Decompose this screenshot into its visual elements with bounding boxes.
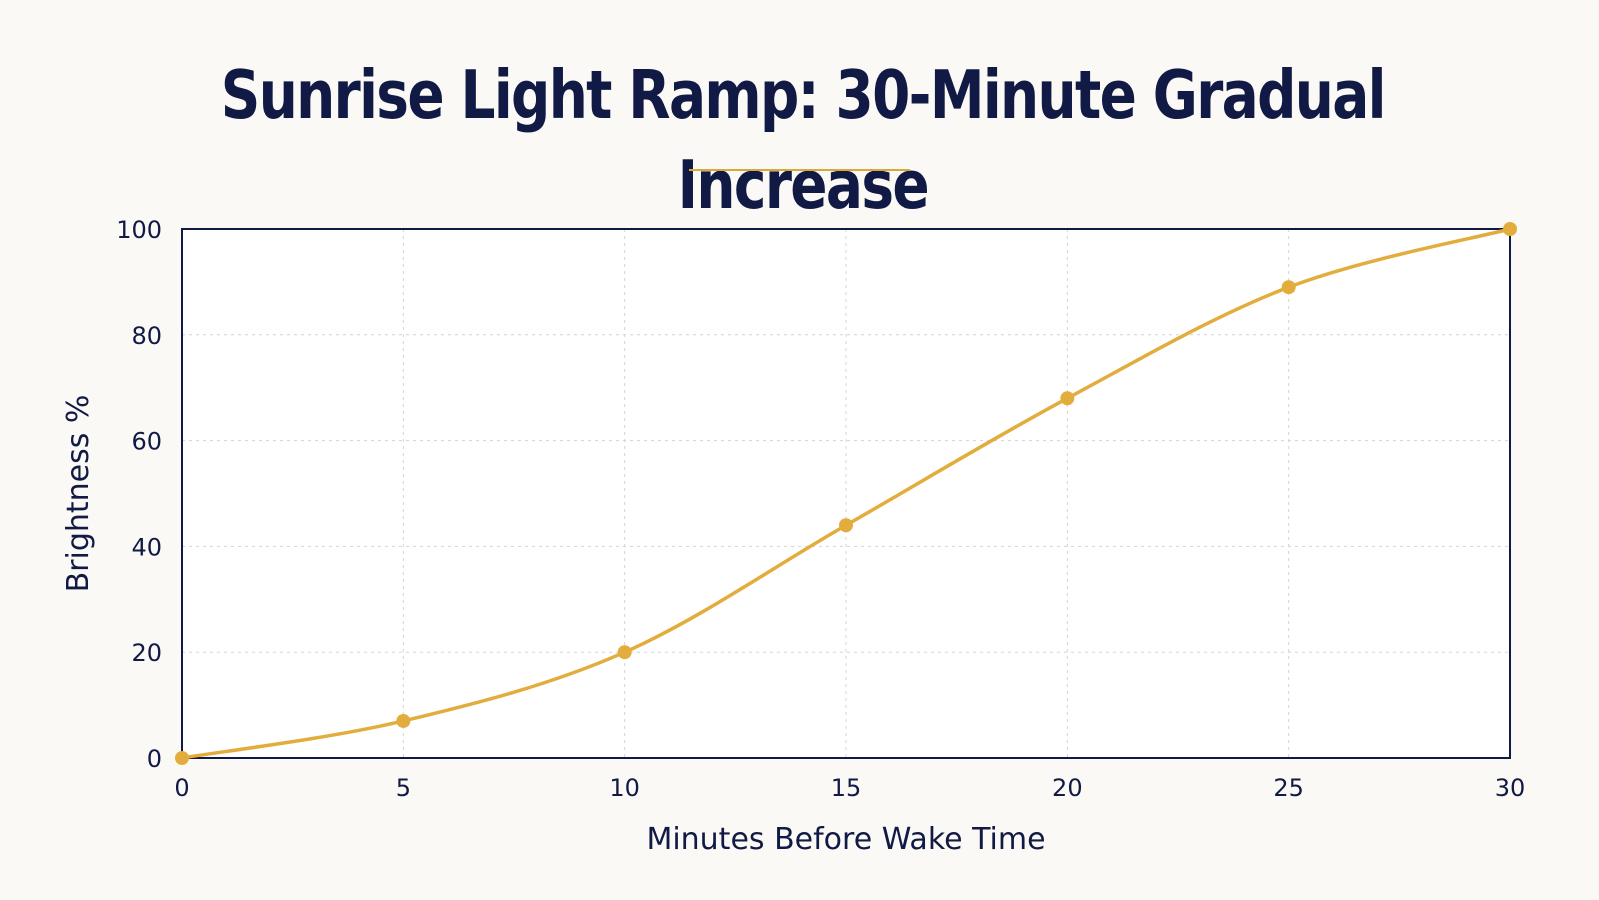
y-tick-label: 60 xyxy=(131,428,162,456)
plot-frame xyxy=(181,228,1511,759)
data-point xyxy=(1281,280,1296,295)
x-tick-labels: 0 5 10 15 20 25 30 xyxy=(174,774,1525,802)
series-points xyxy=(175,222,1517,765)
data-point xyxy=(617,645,632,660)
x-tick-label: 20 xyxy=(1052,774,1083,802)
y-tick-label: 80 xyxy=(131,322,162,350)
data-point xyxy=(1503,222,1517,236)
x-tick-label: 10 xyxy=(609,774,640,802)
x-axis-label: Minutes Before Wake Time xyxy=(646,822,1045,857)
chart-title: Sunrise Light Ramp: 30-Minute Gradual In… xyxy=(220,56,1387,224)
x-tick-label: 30 xyxy=(1495,774,1526,802)
title-underline xyxy=(689,169,910,171)
y-tick-label: 100 xyxy=(116,216,162,244)
x-tick-label: 0 xyxy=(174,774,189,802)
data-point xyxy=(175,751,189,765)
x-tick-label: 25 xyxy=(1273,774,1304,802)
y-axis-label: Brightness % xyxy=(61,395,96,593)
x-tick-label: 15 xyxy=(831,774,862,802)
y-tick-label: 20 xyxy=(131,639,162,667)
data-point xyxy=(839,518,853,533)
y-tick-label: 0 xyxy=(147,745,162,773)
plot-area xyxy=(182,229,1510,758)
x-tick-label: 5 xyxy=(396,774,411,802)
data-point xyxy=(1060,391,1075,406)
y-tick-label: 40 xyxy=(131,533,162,561)
data-point xyxy=(396,713,411,728)
y-tick-labels: 0 20 40 60 80 100 xyxy=(116,216,162,773)
